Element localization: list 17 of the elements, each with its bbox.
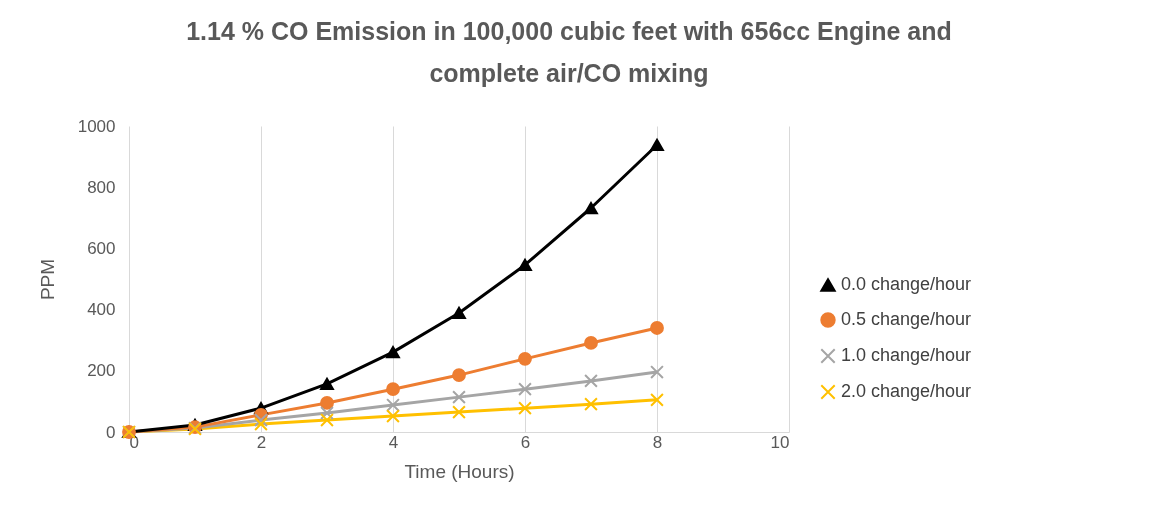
x-tick-label: 10 [770, 432, 790, 452]
x-tick-label: 4 [388, 432, 399, 452]
y-axis-title: PPM [36, 258, 58, 301]
y-tick-label: 1000 [77, 116, 116, 136]
chart-title: 1.14 % CO Emission in 100,000 cubic feet with 656cc Engine and complete air/CO mixing [186, 17, 952, 87]
y-tick-label: 200 [87, 361, 116, 381]
legend-label: 0.0 change/hour [841, 274, 972, 294]
y-tick-label: 600 [87, 238, 116, 258]
y-tick-label: 800 [87, 177, 116, 197]
x-tick-label: 6 [520, 432, 531, 452]
x-tick-label: 8 [652, 432, 663, 452]
y-tick-label: 400 [87, 300, 116, 320]
legend-label: 1.0 change/hour [841, 345, 972, 365]
legend-label: 2.0 change/hour [841, 381, 972, 401]
x-tick-label: 2 [256, 432, 267, 452]
legend-label: 0.5 change/hour [841, 309, 972, 329]
x-axis-title: Time (Hours) [404, 460, 515, 482]
